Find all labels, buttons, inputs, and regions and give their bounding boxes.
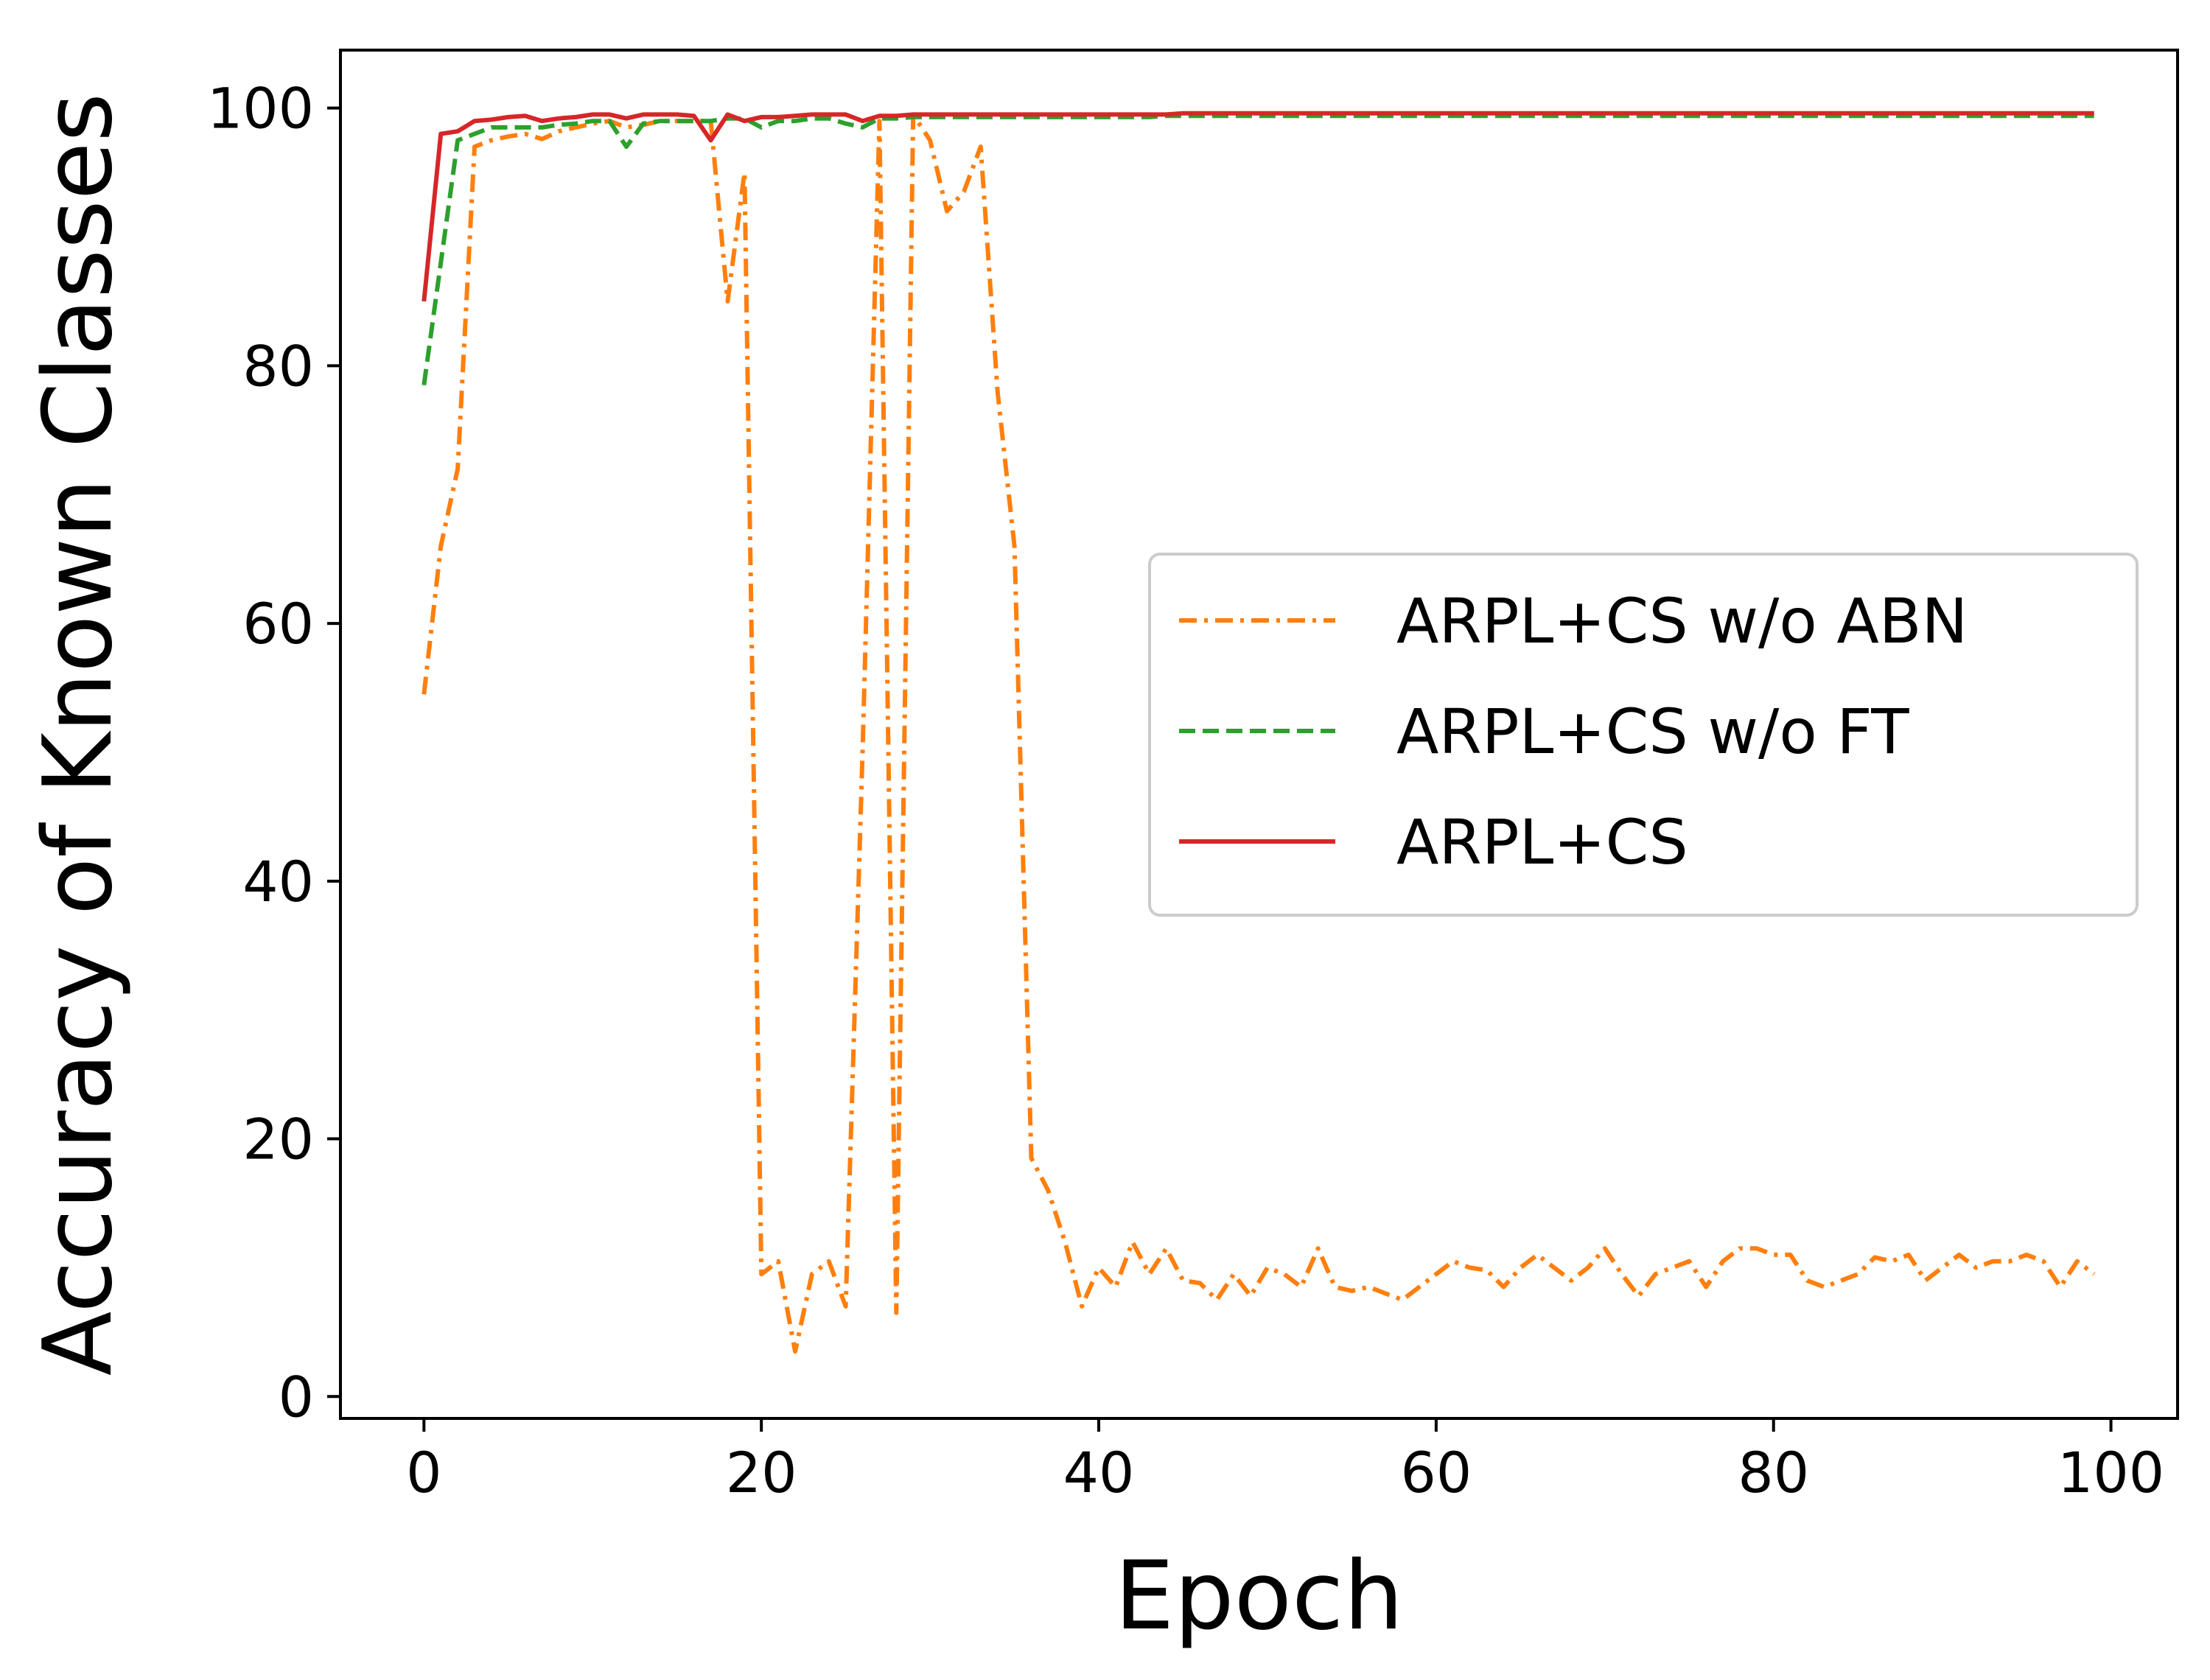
x-tick-label: 20 <box>726 1440 797 1505</box>
series-line-3 <box>422 111 2094 302</box>
y-axis: 0 20 40 60 80 100 <box>207 76 340 1429</box>
y-tick-label: 80 <box>242 333 314 399</box>
legend: ARPL+CS w/o ABN ARPL+CS w/o FT ARPL+CS <box>1148 553 2139 917</box>
x-axis: 0 20 40 60 80 100 <box>406 1418 2164 1505</box>
y-tick-label: 0 <box>279 1364 314 1429</box>
legend-label-3: ARPL+CS <box>1396 806 1688 878</box>
x-axis-title: Epoch <box>1115 1541 1404 1651</box>
y-tick-label: 60 <box>242 591 314 657</box>
x-tick-label: 0 <box>406 1440 441 1505</box>
y-tick-label: 40 <box>242 849 314 914</box>
x-tick-label: 40 <box>1063 1440 1135 1505</box>
y-tick-label: 100 <box>207 76 314 141</box>
legend-label-2: ARPL+CS w/o FT <box>1396 696 1909 768</box>
y-axis-title: Accuracy of Known Classes <box>24 93 133 1376</box>
x-tick-label: 100 <box>2057 1440 2164 1505</box>
legend-box <box>1148 553 2139 917</box>
y-tick-label: 20 <box>242 1107 314 1172</box>
x-tick-label: 80 <box>1738 1440 1809 1505</box>
series-line-2 <box>422 113 2094 386</box>
x-tick-label: 60 <box>1401 1440 1472 1505</box>
axes-frame <box>339 49 2179 1420</box>
legend-label-1: ARPL+CS w/o ABN <box>1396 585 1968 657</box>
plot-lines <box>422 111 2096 1354</box>
